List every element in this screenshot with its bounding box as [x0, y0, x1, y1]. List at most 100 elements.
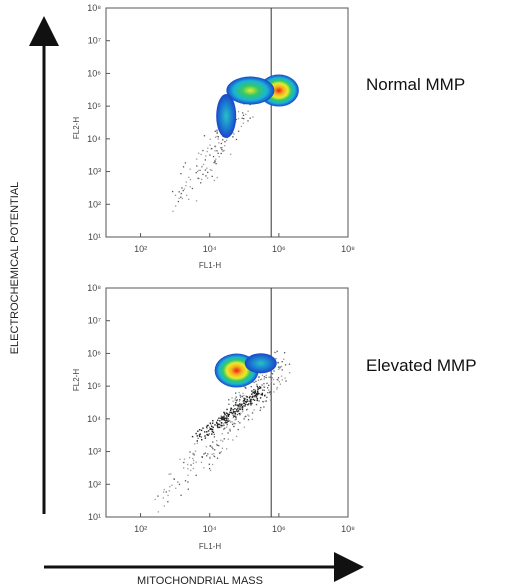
event-point	[242, 114, 245, 117]
event-point	[266, 387, 269, 389]
event-point	[181, 197, 184, 200]
event-point	[183, 458, 186, 460]
event-point	[190, 469, 192, 472]
event-point	[162, 497, 164, 499]
event-point	[265, 376, 267, 379]
event-point	[203, 135, 206, 137]
event-point	[279, 366, 281, 368]
event-point	[216, 423, 219, 425]
event-point	[226, 424, 228, 426]
y-tick-label: 10³	[88, 447, 101, 457]
event-point	[260, 393, 262, 396]
event-point	[168, 473, 170, 475]
x-tick-label: 10²	[134, 244, 147, 254]
y-tick-labels: 10¹ 10² 10³ 10⁴ 10⁵ 10⁶ 10⁷ 10⁸	[87, 3, 110, 242]
event-point	[235, 416, 237, 418]
event-point	[269, 370, 272, 373]
event-point	[229, 411, 232, 414]
event-point	[223, 416, 225, 418]
event-point	[178, 483, 181, 486]
event-point	[157, 511, 160, 513]
event-point	[185, 185, 187, 187]
event-point	[247, 110, 249, 112]
event-point	[212, 422, 214, 424]
event-point	[195, 172, 197, 174]
event-point	[216, 150, 218, 152]
event-point	[244, 405, 246, 407]
event-point	[240, 125, 243, 128]
event-point	[206, 434, 209, 436]
event-point	[236, 413, 239, 416]
event-point	[163, 505, 165, 507]
event-point	[180, 192, 182, 195]
event-point	[215, 440, 218, 442]
event-point	[200, 461, 203, 463]
event-point	[195, 158, 198, 160]
event-point	[204, 435, 206, 437]
event-point	[280, 365, 283, 368]
event-point	[258, 392, 260, 395]
event-point	[234, 408, 236, 410]
event-point	[256, 383, 258, 386]
event-point	[227, 415, 230, 417]
event-point	[245, 409, 248, 411]
event-point	[219, 420, 221, 422]
x-tick-label: 10⁸	[341, 524, 355, 534]
event-point	[193, 454, 195, 456]
event-point	[242, 392, 244, 395]
event-point	[184, 480, 187, 482]
event-point	[209, 422, 212, 424]
event-point	[162, 491, 165, 493]
event-point	[231, 423, 234, 426]
y-tick-label: 10⁵	[87, 381, 101, 391]
event-point	[236, 410, 238, 412]
x-axis-label: FL1-H	[199, 542, 221, 551]
event-point	[216, 457, 219, 459]
event-point	[250, 393, 253, 395]
event-point	[225, 418, 227, 420]
event-point	[242, 405, 245, 407]
event-point	[252, 395, 254, 398]
event-point	[214, 449, 216, 451]
event-point	[220, 439, 222, 441]
event-point	[188, 198, 190, 201]
event-point	[220, 415, 222, 417]
x-tick-label: 10²	[134, 524, 147, 534]
event-point	[261, 393, 263, 396]
event-point	[182, 189, 184, 192]
event-point	[194, 450, 197, 452]
density-cloud	[216, 74, 299, 138]
event-point	[232, 132, 234, 134]
event-point	[180, 173, 182, 175]
event-point	[284, 364, 287, 366]
event-point	[221, 146, 223, 149]
event-point	[238, 408, 240, 410]
density-peak	[244, 353, 277, 374]
event-point	[238, 406, 240, 409]
event-point	[280, 375, 283, 377]
event-point	[187, 481, 189, 483]
event-point	[239, 408, 242, 410]
event-point	[222, 150, 224, 152]
scatter-points	[154, 350, 291, 513]
event-point	[190, 464, 192, 466]
event-point	[218, 417, 220, 419]
event-point	[215, 421, 218, 424]
event-point	[247, 414, 249, 416]
event-point	[263, 386, 266, 388]
event-point	[249, 402, 252, 404]
event-point	[219, 452, 221, 454]
event-point	[208, 433, 210, 435]
event-point	[289, 372, 291, 374]
event-point	[226, 419, 228, 421]
event-point	[201, 439, 203, 441]
event-point	[245, 401, 248, 403]
event-point	[188, 176, 190, 178]
event-point	[252, 381, 254, 383]
event-point	[232, 400, 234, 402]
event-point	[235, 392, 237, 394]
event-point	[250, 399, 252, 402]
event-point	[216, 129, 218, 131]
event-point	[239, 405, 241, 407]
event-point	[198, 152, 200, 154]
